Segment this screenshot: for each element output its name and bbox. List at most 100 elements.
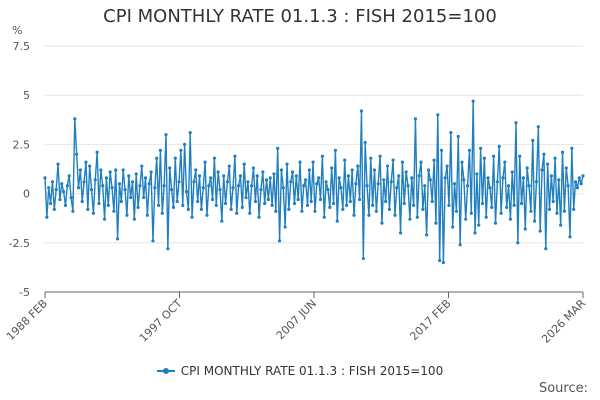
data-point	[380, 221, 384, 225]
data-point	[417, 174, 421, 178]
data-point	[443, 176, 447, 180]
data-point	[166, 247, 170, 251]
data-point	[570, 146, 574, 150]
data-point	[145, 213, 149, 217]
data-point	[493, 221, 498, 225]
data-point	[344, 203, 349, 208]
data-point	[341, 207, 345, 211]
data-point	[62, 190, 66, 194]
data-point	[190, 215, 194, 219]
y-axis-unit-label: %	[12, 24, 22, 37]
data-point	[330, 166, 334, 170]
data-point	[519, 201, 524, 206]
data-point	[564, 166, 568, 170]
data-point	[469, 211, 473, 215]
data-point	[339, 186, 343, 190]
data-point	[384, 199, 388, 204]
data-point	[147, 182, 151, 186]
data-point	[397, 174, 401, 178]
data-point	[99, 168, 103, 172]
data-point	[326, 188, 330, 192]
data-point	[477, 223, 481, 227]
data-point	[264, 178, 269, 182]
data-point	[250, 184, 254, 188]
data-point	[292, 201, 297, 206]
y-tick-label: 0	[23, 188, 30, 201]
data-point	[410, 176, 414, 180]
data-point	[391, 158, 395, 162]
data-point	[464, 217, 468, 221]
data-point	[237, 184, 241, 188]
data-point	[276, 146, 280, 150]
data-point	[143, 176, 148, 180]
data-point	[186, 207, 190, 211]
data-point	[458, 243, 462, 247]
data-point	[475, 172, 479, 176]
x-tick-label: 1988 FEB	[4, 297, 50, 343]
data-point	[492, 154, 496, 158]
data-point	[97, 201, 101, 206]
legend[interactable]: CPI MONTHLY RATE 01.1.3 : FISH 2015=100	[0, 364, 600, 380]
data-point	[177, 180, 181, 184]
data-point	[503, 160, 507, 164]
data-point	[495, 180, 499, 184]
legend-label: CPI MONTHLY RATE 01.1.3 : FISH 2015=100	[180, 364, 444, 378]
data-point	[438, 258, 442, 263]
data-point	[229, 207, 233, 211]
data-point	[356, 164, 360, 168]
data-point	[376, 182, 380, 186]
data-point	[501, 176, 505, 180]
data-point	[484, 215, 488, 219]
data-point	[324, 180, 328, 184]
data-point	[488, 186, 492, 190]
data-point	[209, 176, 213, 180]
data-point	[546, 162, 550, 166]
data-point	[318, 197, 323, 202]
source-link[interactable]: Source:	[538, 381, 588, 396]
data-point	[331, 201, 336, 206]
data-point	[108, 170, 112, 174]
data-point	[445, 164, 449, 168]
data-point	[406, 184, 410, 188]
data-point	[425, 233, 429, 237]
data-point	[534, 180, 539, 184]
data-point	[106, 203, 110, 208]
data-point	[289, 180, 293, 184]
data-point	[73, 117, 77, 121]
x-tick-label: 2026 MAR	[539, 297, 588, 346]
data-point	[387, 207, 391, 211]
data-point	[317, 176, 321, 180]
data-point	[363, 140, 367, 145]
data-point	[499, 211, 503, 215]
data-point	[419, 160, 423, 164]
data-point	[328, 205, 332, 209]
data-point	[294, 174, 298, 178]
data-point	[91, 211, 95, 215]
data-point	[467, 148, 472, 152]
x-tick-label: 1997 OCT	[137, 297, 185, 345]
data-point	[50, 180, 55, 184]
y-tick-label: 2.5	[13, 138, 31, 151]
data-point	[197, 174, 202, 178]
data-point	[290, 170, 295, 174]
data-point	[246, 180, 250, 184]
data-point	[518, 154, 522, 158]
data-point	[300, 209, 304, 213]
data-point	[155, 156, 159, 160]
data-point	[305, 203, 310, 208]
data-point	[52, 207, 56, 211]
data-point	[540, 168, 544, 172]
data-point	[490, 205, 494, 209]
data-point	[171, 205, 176, 209]
data-point	[238, 174, 243, 178]
data-point	[285, 162, 289, 166]
data-point	[415, 215, 419, 219]
data-point	[203, 160, 207, 164]
data-point	[525, 166, 529, 170]
data-point	[512, 203, 516, 208]
data-point	[95, 150, 99, 154]
data-point	[117, 182, 122, 186]
data-point	[516, 241, 520, 245]
data-point	[343, 158, 347, 162]
